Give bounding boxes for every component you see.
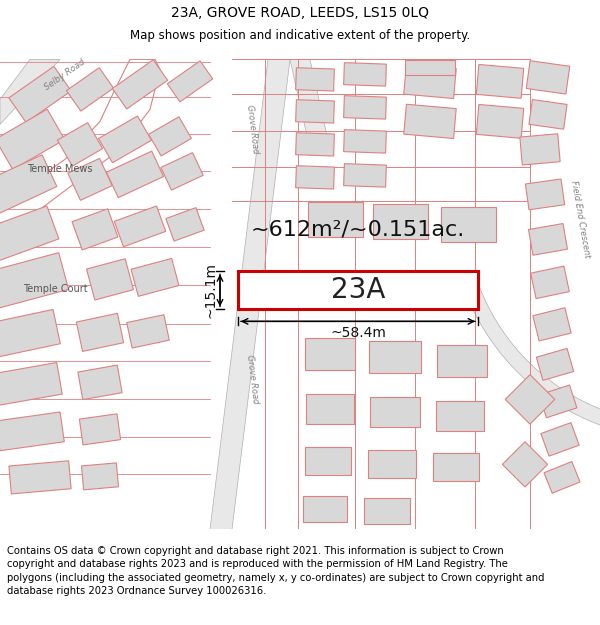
Polygon shape bbox=[0, 412, 64, 451]
Text: Field End Crescent: Field End Crescent bbox=[569, 180, 591, 259]
Text: ~612m²/~0.151ac.: ~612m²/~0.151ac. bbox=[251, 219, 465, 239]
Text: Temple Court: Temple Court bbox=[23, 284, 88, 294]
Polygon shape bbox=[98, 116, 151, 162]
Polygon shape bbox=[9, 461, 71, 494]
Polygon shape bbox=[58, 122, 103, 166]
Polygon shape bbox=[86, 259, 133, 300]
Polygon shape bbox=[476, 64, 524, 98]
Text: Grove Road: Grove Road bbox=[245, 104, 259, 154]
Polygon shape bbox=[305, 448, 351, 476]
Polygon shape bbox=[440, 207, 496, 242]
Polygon shape bbox=[436, 401, 484, 431]
Text: Contains OS data © Crown copyright and database right 2021. This information is : Contains OS data © Crown copyright and d… bbox=[7, 546, 545, 596]
Text: ~15.1m: ~15.1m bbox=[203, 262, 217, 318]
Polygon shape bbox=[344, 62, 386, 86]
Polygon shape bbox=[0, 309, 61, 359]
Polygon shape bbox=[544, 461, 580, 493]
Polygon shape bbox=[344, 129, 386, 153]
Polygon shape bbox=[0, 155, 57, 214]
Polygon shape bbox=[370, 398, 420, 428]
Polygon shape bbox=[127, 315, 169, 348]
Polygon shape bbox=[308, 202, 362, 237]
Polygon shape bbox=[112, 60, 167, 109]
Polygon shape bbox=[303, 496, 347, 522]
Polygon shape bbox=[67, 68, 113, 111]
Polygon shape bbox=[404, 64, 456, 99]
Polygon shape bbox=[373, 204, 427, 239]
Polygon shape bbox=[520, 134, 560, 165]
Polygon shape bbox=[344, 164, 386, 187]
Text: Map shows position and indicative extent of the property.: Map shows position and indicative extent… bbox=[130, 29, 470, 42]
Polygon shape bbox=[78, 365, 122, 399]
Polygon shape bbox=[82, 463, 118, 490]
Polygon shape bbox=[68, 158, 112, 201]
Polygon shape bbox=[0, 206, 59, 262]
Polygon shape bbox=[305, 338, 355, 371]
Polygon shape bbox=[536, 348, 574, 381]
Polygon shape bbox=[529, 224, 568, 255]
Polygon shape bbox=[106, 151, 164, 198]
Polygon shape bbox=[405, 60, 455, 75]
Text: ~58.4m: ~58.4m bbox=[330, 326, 386, 341]
Polygon shape bbox=[166, 208, 204, 241]
Text: Selby Road: Selby Road bbox=[43, 57, 87, 92]
Polygon shape bbox=[114, 206, 166, 247]
Polygon shape bbox=[149, 117, 191, 156]
Polygon shape bbox=[368, 451, 416, 478]
Polygon shape bbox=[502, 442, 548, 487]
Text: 23A: 23A bbox=[331, 276, 385, 304]
Polygon shape bbox=[79, 414, 121, 445]
Polygon shape bbox=[526, 179, 565, 210]
Polygon shape bbox=[541, 422, 579, 456]
Polygon shape bbox=[464, 283, 600, 439]
Polygon shape bbox=[476, 104, 524, 138]
Polygon shape bbox=[290, 59, 330, 149]
Polygon shape bbox=[210, 59, 290, 529]
Polygon shape bbox=[76, 313, 124, 351]
Polygon shape bbox=[364, 498, 410, 524]
Polygon shape bbox=[296, 132, 334, 156]
Polygon shape bbox=[369, 341, 421, 373]
Polygon shape bbox=[306, 394, 354, 424]
Polygon shape bbox=[9, 66, 71, 122]
Polygon shape bbox=[72, 209, 118, 250]
Polygon shape bbox=[161, 152, 203, 190]
Text: Grove Road: Grove Road bbox=[245, 354, 259, 404]
Polygon shape bbox=[296, 166, 334, 189]
Polygon shape bbox=[167, 61, 212, 102]
Polygon shape bbox=[0, 59, 60, 124]
Polygon shape bbox=[505, 374, 555, 424]
Polygon shape bbox=[0, 253, 68, 310]
Polygon shape bbox=[344, 96, 386, 119]
Text: 23A, GROVE ROAD, LEEDS, LS15 0LQ: 23A, GROVE ROAD, LEEDS, LS15 0LQ bbox=[171, 6, 429, 19]
Polygon shape bbox=[437, 346, 487, 378]
Polygon shape bbox=[296, 68, 334, 91]
Polygon shape bbox=[0, 362, 62, 406]
Polygon shape bbox=[404, 104, 456, 139]
Polygon shape bbox=[433, 453, 479, 481]
Polygon shape bbox=[526, 61, 570, 94]
Polygon shape bbox=[533, 308, 571, 341]
Polygon shape bbox=[131, 258, 179, 296]
Polygon shape bbox=[539, 385, 577, 418]
Text: Temple Mews: Temple Mews bbox=[27, 164, 93, 174]
Polygon shape bbox=[529, 99, 567, 129]
Polygon shape bbox=[530, 266, 569, 299]
Polygon shape bbox=[296, 100, 334, 123]
Bar bbox=[238, 271, 478, 309]
Polygon shape bbox=[0, 109, 65, 169]
